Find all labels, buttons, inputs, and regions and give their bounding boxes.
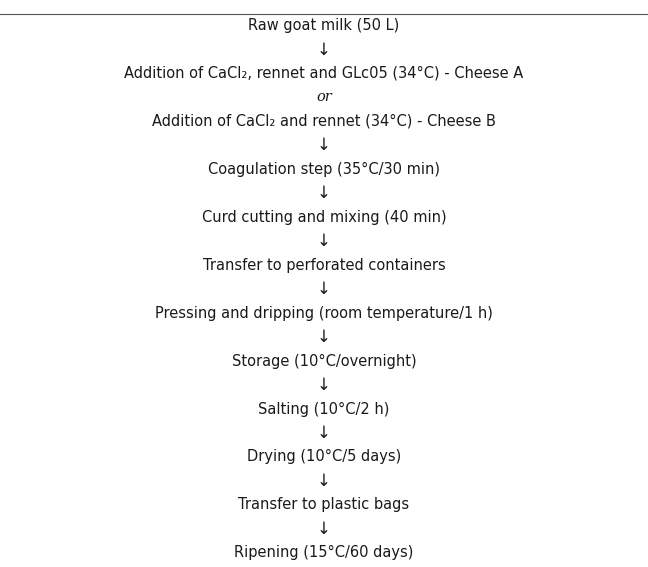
Text: ↓: ↓ (317, 280, 331, 298)
Text: or: or (316, 90, 332, 104)
Text: ↓: ↓ (317, 40, 331, 58)
Text: Drying (10°C/5 days): Drying (10°C/5 days) (247, 450, 401, 464)
Text: Raw goat milk (50 L): Raw goat milk (50 L) (248, 18, 400, 33)
Text: ↓: ↓ (317, 184, 331, 202)
Text: ↓: ↓ (317, 520, 331, 538)
Text: Salting (10°C/2 h): Salting (10°C/2 h) (259, 401, 389, 417)
Text: Storage (10°C/overnight): Storage (10°C/overnight) (232, 354, 416, 369)
Text: Transfer to plastic bags: Transfer to plastic bags (238, 497, 410, 513)
Text: Ripening (15°C/60 days): Ripening (15°C/60 days) (235, 545, 413, 560)
Text: Addition of CaCl₂, rennet and GLc05 (34°C) - Cheese A: Addition of CaCl₂, rennet and GLc05 (34°… (124, 66, 524, 81)
Text: ↓: ↓ (317, 232, 331, 250)
Text: ↓: ↓ (317, 472, 331, 490)
Text: ↓: ↓ (317, 328, 331, 346)
Text: Pressing and dripping (room temperature/1 h): Pressing and dripping (room temperature/… (155, 306, 493, 321)
Text: Addition of CaCl₂ and rennet (34°C) - Cheese B: Addition of CaCl₂ and rennet (34°C) - Ch… (152, 114, 496, 129)
Text: Transfer to perforated containers: Transfer to perforated containers (203, 257, 445, 273)
Text: ↓: ↓ (317, 376, 331, 394)
Text: Coagulation step (35°C/30 min): Coagulation step (35°C/30 min) (208, 162, 440, 177)
Text: ↓: ↓ (317, 136, 331, 154)
Text: ↓: ↓ (317, 424, 331, 442)
Text: Curd cutting and mixing (40 min): Curd cutting and mixing (40 min) (202, 210, 446, 225)
